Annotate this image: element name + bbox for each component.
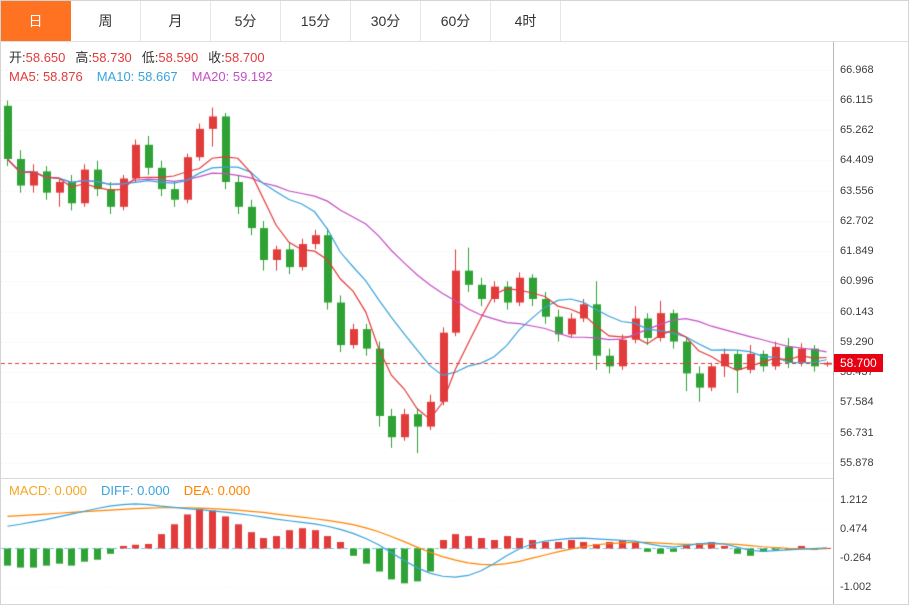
y-axis-tick: 61.849 xyxy=(840,245,874,258)
tab-month[interactable]: 月 xyxy=(141,1,211,41)
macd-panel: MACD: 0.000 DIFF: 0.000 DEA: 0.000 xyxy=(1,479,833,604)
y-axis-tick: 65.262 xyxy=(840,124,874,137)
timeframe-tabbar: 日 周 月 5分 15分 30分 60分 4时 xyxy=(1,1,908,42)
y-axis-tick: -0.264 xyxy=(840,552,872,565)
y-axis-tick: 55.878 xyxy=(840,456,874,469)
candlestick-panel: 开:58.650 高:58.730 低:58.590 收:58.700 MA5: 58… xyxy=(1,42,833,478)
y-axis-tick: 0.474 xyxy=(840,523,868,536)
macd-canvas[interactable] xyxy=(1,479,833,604)
y-axis-tick: 60.143 xyxy=(840,305,874,318)
tab-30min[interactable]: 30分 xyxy=(351,1,421,41)
y-axis-tick: -1.002 xyxy=(840,581,872,594)
tab-week[interactable]: 周 xyxy=(71,1,141,41)
tab-5min[interactable]: 5分 xyxy=(211,1,281,41)
tab-60min[interactable]: 60分 xyxy=(421,1,491,41)
y-axis-tick: 63.556 xyxy=(840,184,874,197)
tab-4hour[interactable]: 4时 xyxy=(491,1,561,41)
y-axis-tick: 59.290 xyxy=(840,335,874,348)
current-price-badge: 58.700 xyxy=(834,353,883,372)
y-axis-tick: 66.115 xyxy=(840,93,873,106)
tab-15min[interactable]: 15分 xyxy=(281,1,351,41)
plot-column: 开:58.650 高:58.730 低:58.590 收:58.700 MA5: 58… xyxy=(1,42,833,604)
y-axis-tick: 56.731 xyxy=(840,426,874,439)
chart-content: 开:58.650 高:58.730 低:58.590 收:58.700 MA5: 58… xyxy=(1,42,908,604)
y-axis-tick: 1.212 xyxy=(840,494,868,507)
price-axis: 58.700 66.968 66.115 65.262 64.409 63.556 62.… xyxy=(833,42,908,604)
candlestick-canvas[interactable] xyxy=(1,42,833,478)
y-axis-tick: 64.409 xyxy=(840,154,874,167)
y-axis-tick: 60.996 xyxy=(840,275,874,288)
y-axis-tick: 62.702 xyxy=(840,214,874,227)
tab-day[interactable]: 日 xyxy=(1,1,71,41)
panel-divider xyxy=(1,478,833,479)
y-axis-tick: 57.584 xyxy=(840,396,874,409)
y-axis-tick: 66.968 xyxy=(840,63,874,76)
